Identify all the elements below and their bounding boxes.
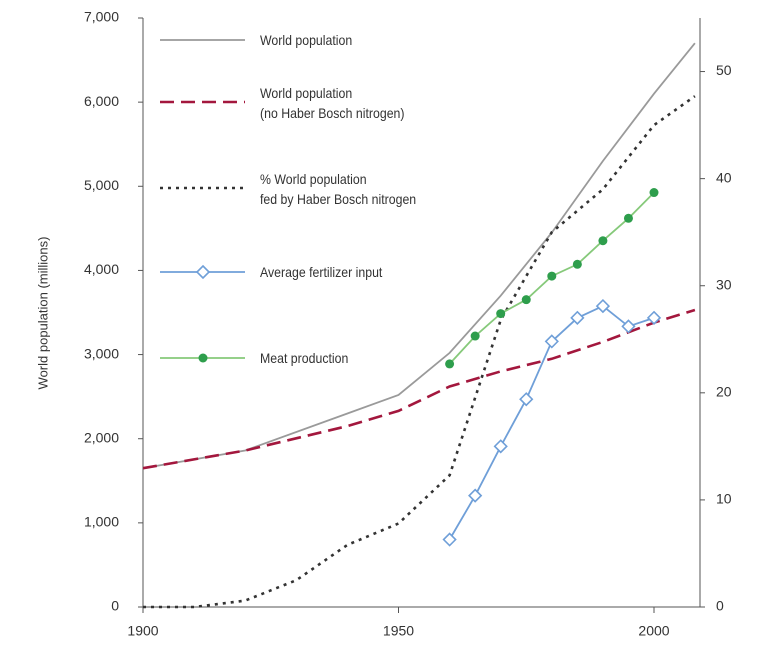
legend-label: % World population fed by Haber Bosch ni…	[260, 171, 417, 207]
y2-tick-label: 20	[716, 384, 732, 400]
y-tick-label: 4,000	[84, 261, 119, 277]
marker	[493, 439, 508, 454]
y2-tick-label: 40	[716, 169, 732, 185]
y-tick-label: 1,000	[84, 514, 119, 530]
legend-marker	[195, 264, 211, 280]
legend-label: Meat production	[260, 350, 349, 366]
y-axis-title: World population (millions)	[35, 237, 50, 390]
marker	[521, 295, 531, 305]
marker	[572, 259, 582, 269]
marker	[598, 236, 608, 246]
series-line	[142, 42, 696, 470]
marker	[470, 331, 480, 341]
marker	[519, 392, 534, 407]
legend-label: Average fertilizer input	[260, 264, 383, 280]
marker	[496, 309, 506, 319]
legend-label: World population (no Haber Bosch nitroge…	[260, 85, 405, 121]
y2-tick-label: 0	[716, 598, 724, 614]
marker	[649, 188, 659, 198]
y-tick-label: 0	[111, 598, 119, 614]
legend-marker	[198, 353, 208, 363]
y2-tick-label: 10	[716, 491, 732, 507]
legend-label: World population	[260, 32, 353, 48]
marker	[570, 310, 585, 325]
series-line	[143, 95, 696, 609]
x-tick-label: 1900	[127, 623, 158, 639]
marker	[646, 310, 662, 325]
y-tick-label: 3,000	[84, 345, 119, 361]
marker	[547, 271, 557, 281]
marker	[621, 319, 636, 334]
marker	[445, 359, 455, 369]
marker	[544, 334, 559, 349]
marker	[623, 213, 633, 223]
y-tick-label: 7,000	[84, 9, 119, 25]
series-line	[142, 308, 696, 470]
marker	[468, 488, 483, 503]
x-tick-label: 1950	[383, 623, 414, 639]
marker	[442, 532, 457, 547]
y2-tick-label: 30	[716, 276, 732, 292]
y-tick-label: 2,000	[84, 429, 119, 445]
y-tick-label: 5,000	[84, 177, 119, 193]
marker	[595, 298, 611, 314]
y2-tick-label: 50	[716, 62, 732, 78]
y-tick-label: 6,000	[84, 93, 119, 109]
x-tick-label: 2000	[638, 623, 669, 639]
